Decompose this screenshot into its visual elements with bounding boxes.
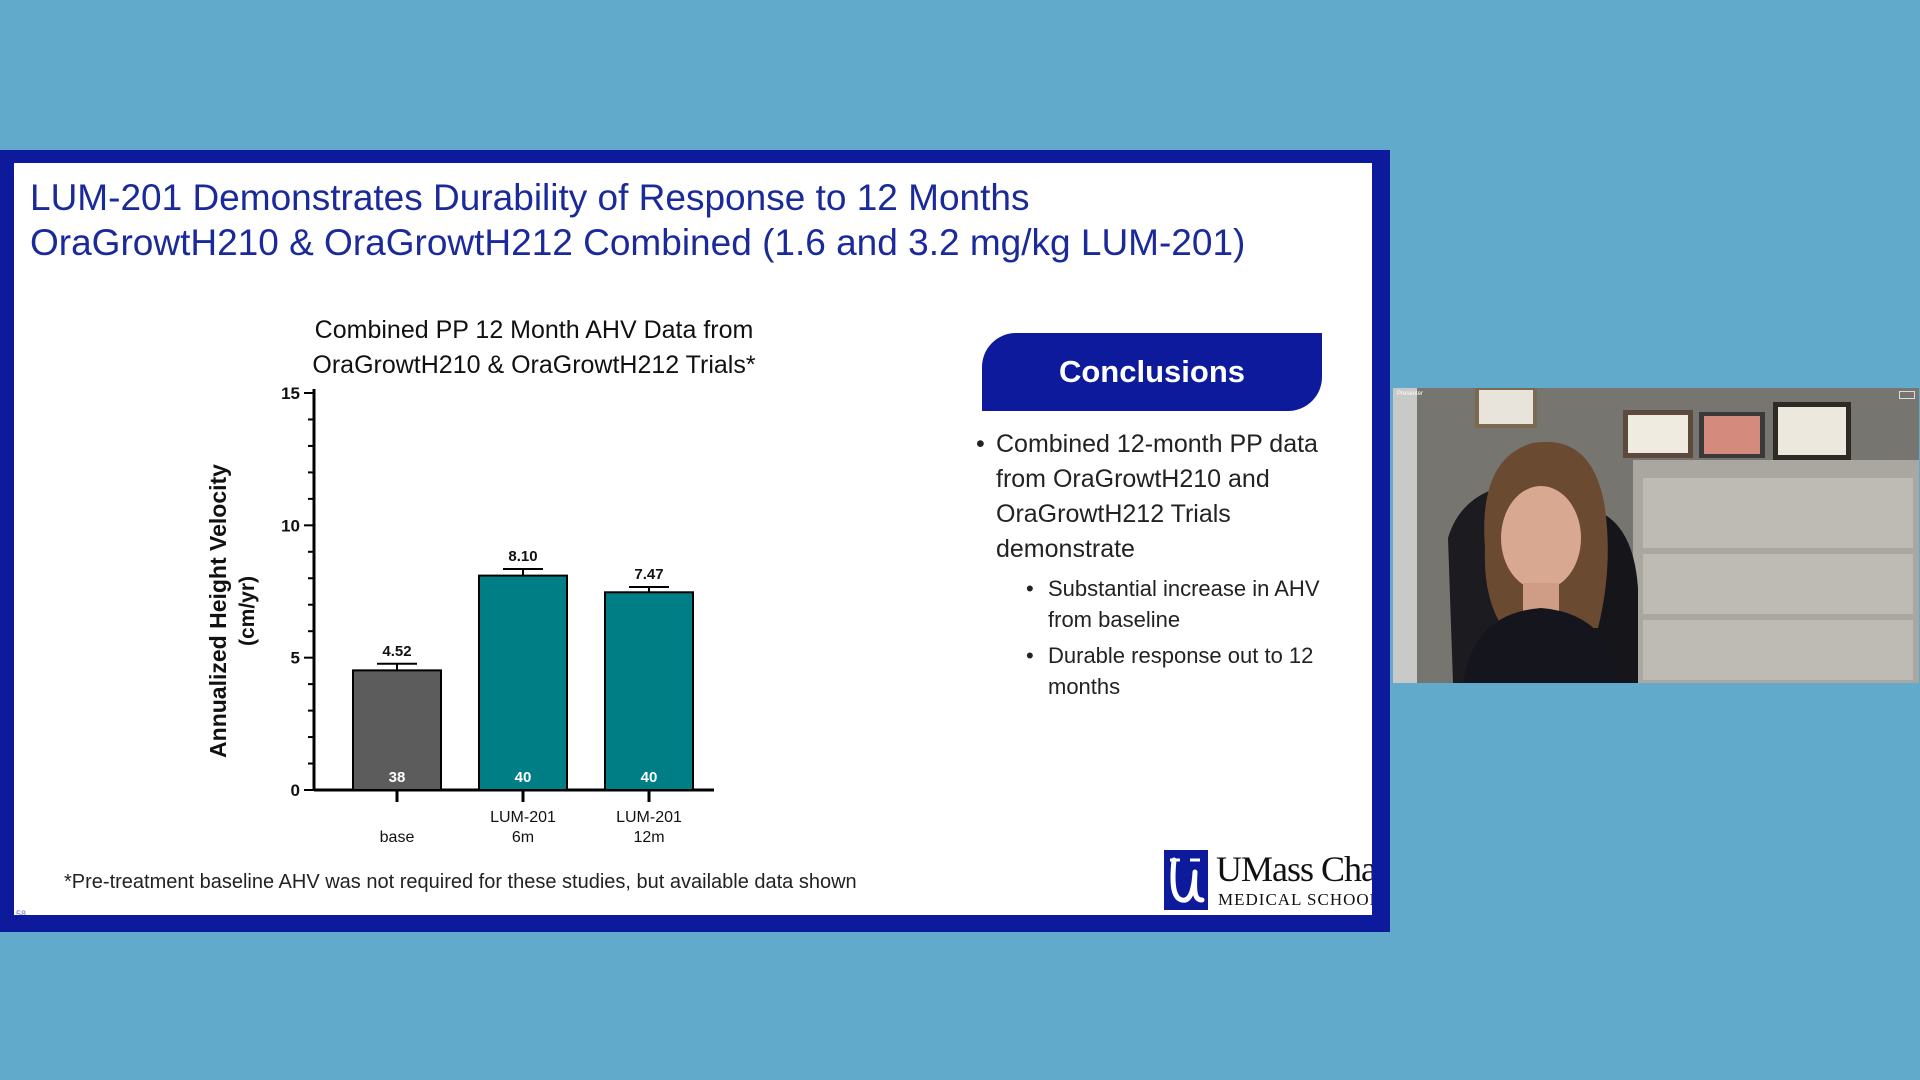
x-category-label: base	[380, 829, 415, 846]
presenter-video-tile[interactable]: Presenter	[1393, 388, 1919, 683]
conclusion-sub-bullet: Durable response out to 12 months	[1026, 640, 1364, 702]
bar-n-label: 40	[515, 769, 532, 786]
bar-value-label: 8.10	[508, 548, 537, 565]
chart-title-line1: Combined PP 12 Month AHV Data from	[314, 316, 754, 344]
bar-value-label: 4.52	[382, 643, 411, 660]
y-tick-label: 15	[281, 384, 300, 403]
presenter-video-icon	[1393, 388, 1919, 683]
logo-subtitle: MEDICAL SCHOOL	[1218, 890, 1372, 909]
slide-title: LUM-201 Demonstrates Durability of Respo…	[30, 175, 1350, 265]
conclusion-sub-bullets: Substantial increase in AHV from baselin…	[974, 573, 1364, 702]
bar-n-label: 38	[389, 769, 406, 786]
video-options-icon[interactable]	[1899, 391, 1915, 399]
conclusion-sub-bullet: Substantial increase in AHV from baselin…	[1026, 573, 1364, 635]
footnote: *Pre-treatment baseline AHV was not requ…	[64, 871, 857, 893]
bar-value-label: 7.47	[634, 566, 663, 583]
y-axis-label: Annualized Height Velocity	[205, 464, 231, 758]
logo-mark-icon	[1164, 850, 1208, 910]
conclusions-body: Combined 12-month PP data from OraGrowtH…	[974, 427, 1364, 707]
shared-slide-frame: LUM-201 Demonstrates Durability of Respo…	[0, 150, 1390, 932]
conclusions-header: Conclusions	[982, 333, 1322, 411]
y-axis-unit-label: (cm/yr)	[236, 576, 259, 646]
y-tick-label: 10	[281, 516, 300, 535]
bar	[604, 591, 694, 791]
y-tick-label: 0	[291, 781, 300, 800]
slide-number: 58	[16, 909, 27, 915]
slide-title-line1: LUM-201 Demonstrates Durability of Respo…	[30, 177, 1030, 218]
x-category-label: LUM-201	[490, 809, 556, 826]
chart-title: Combined PP 12 Month AHV Data from OraGr…	[244, 313, 824, 383]
x-category-label: 12m	[633, 829, 664, 846]
slide-title-line2: OraGrowtH210 & OraGrowtH212 Combined (1.…	[30, 222, 1246, 263]
logo-name: UMass Chan	[1216, 849, 1372, 889]
presenter-name-label: Presenter	[1397, 391, 1424, 397]
x-category-label: LUM-201	[616, 809, 682, 826]
bar-n-label: 40	[641, 769, 658, 786]
y-tick-label: 5	[291, 649, 300, 668]
bar-chart: Annualized Height Velocity (cm/yr) 0 5 10 15 4…	[205, 384, 714, 846]
chart-title-line2: OraGrowtH210 & OraGrowtH212 Trials*	[312, 351, 756, 379]
conclusion-main-bullet: Combined 12-month PP data from OraGrowtH…	[974, 427, 1364, 567]
umass-chan-logo: UMass Chan MEDICAL SCHOOL	[1164, 848, 1372, 912]
x-category-label: 6m	[512, 829, 534, 846]
slide: LUM-201 Demonstrates Durability of Respo…	[14, 163, 1372, 915]
bar	[478, 574, 568, 791]
